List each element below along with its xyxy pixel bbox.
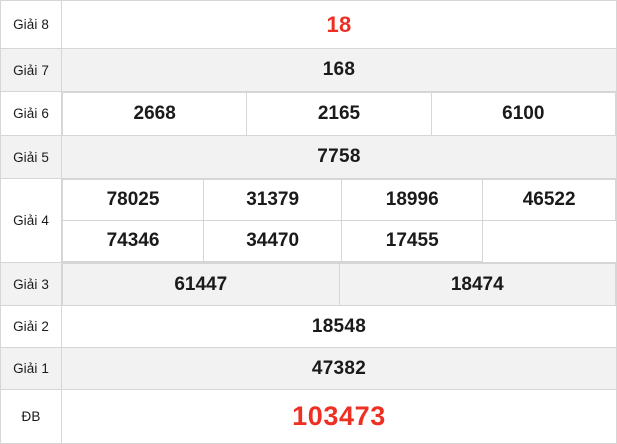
table-row-giai-3: Giải 3 61447 18474 bbox=[0, 262, 617, 306]
prize-label-db: ĐB bbox=[0, 389, 62, 444]
prize-label-giai-7: Giải 7 bbox=[0, 48, 62, 92]
prize-label-giai-2: Giải 2 bbox=[0, 305, 62, 348]
prize-number-giai-6-2: 2165 bbox=[246, 92, 432, 135]
prize-number-giai-6-1: 2668 bbox=[61, 92, 248, 135]
giai-4-subrow-1: 78025 31379 18996 46522 bbox=[62, 179, 616, 221]
prize-label-giai-1: Giải 1 bbox=[0, 347, 62, 390]
prize-number-giai-4-4: 46522 bbox=[482, 179, 616, 221]
prize-number-giai-6-3: 6100 bbox=[430, 92, 617, 135]
prize-number-giai-3-2: 18474 bbox=[338, 263, 616, 305]
table-row-giai-1: Giải 1 47382 bbox=[0, 347, 617, 390]
giai-4-subrow-2: 74346 34470 17455 bbox=[62, 220, 616, 262]
prize-number-giai-7-1: 168 bbox=[322, 59, 356, 80]
prize-cell-giai-4: 78025 31379 18996 46522 74346 34470 1745… bbox=[61, 178, 617, 263]
giai-6-subgrid: 2668 2165 6100 bbox=[61, 92, 617, 135]
table-row-giai-4: Giải 4 78025 31379 18996 46522 74346 344… bbox=[0, 178, 617, 263]
prize-cell-giai-5: 7758 bbox=[61, 135, 617, 179]
prize-label-giai-4: Giải 4 bbox=[0, 178, 62, 263]
table-row-giai-6: Giải 6 2668 2165 6100 bbox=[0, 91, 617, 136]
prize-number-giai-5-1: 7758 bbox=[317, 146, 361, 167]
prize-cell-giai-3: 61447 18474 bbox=[61, 262, 617, 306]
prize-label-giai-5: Giải 5 bbox=[0, 135, 62, 179]
table-row-db: ĐB 103473 bbox=[0, 389, 617, 444]
prize-cell-giai-8: 18 bbox=[61, 0, 617, 49]
prize-label-giai-3: Giải 3 bbox=[0, 262, 62, 306]
prize-label-giai-8: Giải 8 bbox=[0, 0, 62, 49]
prize-cell-db: 103473 bbox=[61, 389, 617, 444]
prize-label-giai-6: Giải 6 bbox=[0, 91, 62, 136]
table-row-giai-7: Giải 7 168 bbox=[0, 48, 617, 92]
prize-number-giai-4-5: 74346 bbox=[62, 220, 204, 262]
prize-number-giai-4-2: 31379 bbox=[202, 179, 343, 221]
prize-number-giai-4-6: 34470 bbox=[202, 220, 343, 262]
table-row-giai-5: Giải 5 7758 bbox=[0, 135, 617, 179]
prize-number-giai-3-1: 61447 bbox=[62, 263, 340, 305]
prize-number-db-1: 103473 bbox=[292, 401, 386, 431]
prize-number-giai-2-1: 18548 bbox=[311, 315, 367, 337]
prize-cell-giai-6: 2668 2165 6100 bbox=[61, 91, 617, 136]
prize-cell-giai-1: 47382 bbox=[61, 347, 617, 390]
table-row-giai-2: Giải 2 18548 bbox=[0, 305, 617, 348]
prize-number-giai-4-3: 18996 bbox=[341, 179, 484, 221]
prize-cell-giai-7: 168 bbox=[61, 48, 617, 92]
prize-cell-giai-2: 18548 bbox=[61, 305, 617, 348]
giai-3-subgrid: 61447 18474 bbox=[62, 263, 616, 305]
prize-number-giai-8-1: 18 bbox=[326, 11, 352, 37]
prize-number-giai-4-1: 78025 bbox=[62, 179, 204, 221]
table-row-giai-8: Giải 8 18 bbox=[0, 0, 617, 49]
prize-number-giai-4-7: 17455 bbox=[341, 220, 484, 262]
prize-number-giai-1-1: 47382 bbox=[311, 357, 367, 379]
giai-4-subgrid: 78025 31379 18996 46522 74346 34470 1745… bbox=[62, 179, 616, 262]
